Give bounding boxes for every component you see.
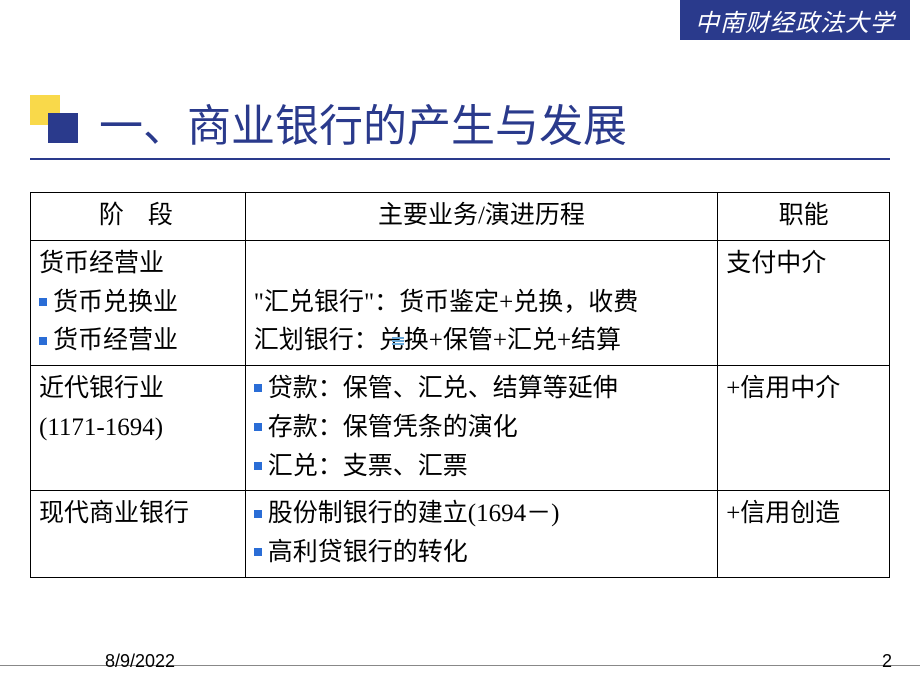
cell-line: 贷款：保管、汇兑、结算等延伸 xyxy=(254,370,709,409)
cell-line: 货币兑换业 xyxy=(39,284,237,323)
cell-business: 股份制银行的建立(1694－)高利贷银行的转化 xyxy=(245,491,717,578)
cell-line: "汇兑银行"：货币鉴定+兑换，收费 xyxy=(254,284,709,323)
cell-line: 存款：保管凭条的演化 xyxy=(254,409,709,448)
cell-stage: 现代商业银行 xyxy=(31,491,246,578)
slide-title-wrap: 一、商业银行的产生与发展 xyxy=(30,90,627,154)
cell-function: +信用创造 xyxy=(718,491,890,578)
bullet-icon xyxy=(254,384,262,392)
bullet-icon xyxy=(254,423,262,431)
cell-line: 汇划银行：兑换+保管+汇兑+结算 xyxy=(254,322,709,361)
cell-line: 货币经营业 xyxy=(39,322,237,361)
cell-line: (1171-1694) xyxy=(39,409,237,448)
content-table: 阶段 主要业务/演进历程 职能 货币经营业货币兑换业货币经营业 "汇兑银行"：货… xyxy=(30,192,890,578)
cell-line: 高利贷银行的转化 xyxy=(254,534,709,573)
cell-function: 支付中介 xyxy=(718,240,890,365)
title-decoration-icon xyxy=(30,95,85,150)
cell-function: +信用中介 xyxy=(718,366,890,491)
col-header-function: 职能 xyxy=(718,193,890,241)
bullet-icon xyxy=(254,462,262,470)
cell-line: 股份制银行的建立(1694－) xyxy=(254,495,709,534)
col-header-stage: 阶段 xyxy=(31,193,246,241)
footer: 8/9/2022 2 xyxy=(0,654,920,678)
cell-line: 汇兑：支票、汇票 xyxy=(254,448,709,487)
cell-line xyxy=(254,245,709,284)
title-underline xyxy=(30,158,890,160)
table-row: 近代银行业(1171-1694)贷款：保管、汇兑、结算等延伸存款：保管凭条的演化… xyxy=(31,366,890,491)
slide-title: 一、商业银行的产生与发展 xyxy=(99,90,627,154)
cell-business: "汇兑银行"：货币鉴定+兑换，收费汇划银行：兑换+保管+汇兑+结算 xyxy=(245,240,717,365)
cell-stage: 近代银行业(1171-1694) xyxy=(31,366,246,491)
animation-marker-icon xyxy=(392,340,404,342)
university-banner: 中南财经政法大学 xyxy=(680,0,910,40)
cell-line: 货币经营业 xyxy=(39,245,237,284)
cell-line: 近代银行业 xyxy=(39,370,237,409)
table-row: 货币经营业货币兑换业货币经营业 "汇兑银行"：货币鉴定+兑换，收费汇划银行：兑换… xyxy=(31,240,890,365)
bullet-icon xyxy=(254,510,262,518)
bullet-icon xyxy=(39,298,47,306)
footer-date: 8/9/2022 xyxy=(105,651,175,672)
cell-business: 贷款：保管、汇兑、结算等延伸存款：保管凭条的演化汇兑：支票、汇票 xyxy=(245,366,717,491)
bullet-icon xyxy=(39,337,47,345)
cell-line: 现代商业银行 xyxy=(39,495,237,534)
col-header-business: 主要业务/演进历程 xyxy=(245,193,717,241)
table-row: 现代商业银行股份制银行的建立(1694－)高利贷银行的转化+信用创造 xyxy=(31,491,890,578)
cell-stage: 货币经营业货币兑换业货币经营业 xyxy=(31,240,246,365)
bullet-icon xyxy=(254,548,262,556)
footer-page-number: 2 xyxy=(882,651,892,672)
